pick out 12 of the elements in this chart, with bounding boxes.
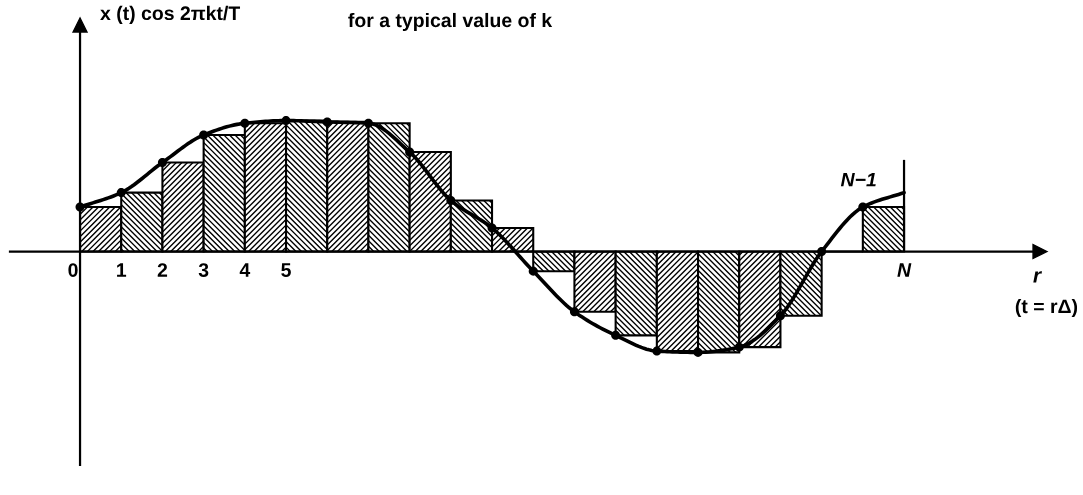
x-tick-label: 2 [157,263,168,277]
x-tick-label: 5 [281,263,291,277]
x-tick-label: 4 [239,263,251,277]
y-axis-title: x (t) cos 2πkt/T [100,5,241,24]
x-tick-label: N [897,263,912,277]
x-tick-label: 1 [117,263,127,277]
x-tick-label: 0 [68,263,78,277]
x-tick-label: 3 [198,263,209,277]
annotation: N−1 [840,172,876,187]
annotation: (t = rΔ) [1015,298,1078,318]
x-axis-title: r [1033,271,1042,283]
text: for a typical value of k [348,12,553,32]
